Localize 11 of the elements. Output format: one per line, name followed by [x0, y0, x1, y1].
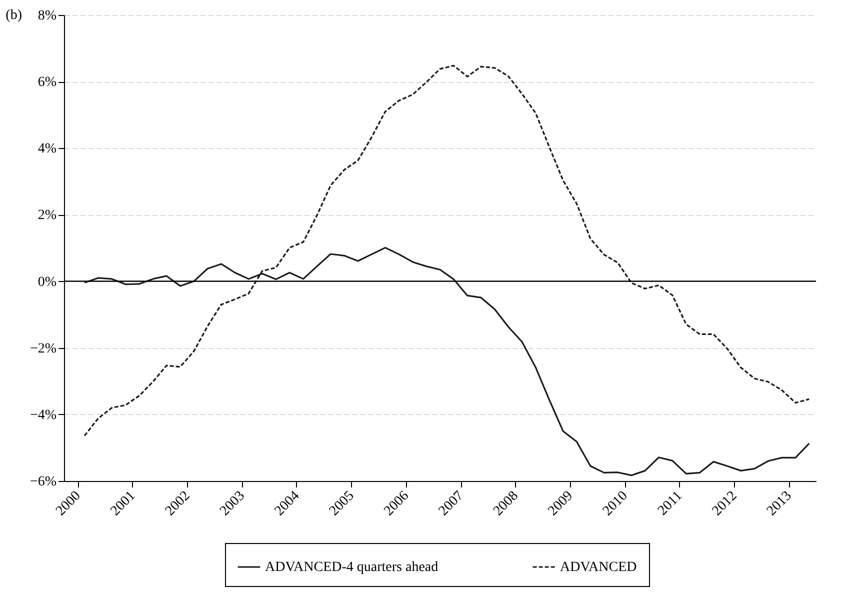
- y-tick-label: 2%: [38, 208, 57, 224]
- y-tick-label: −6%: [30, 474, 57, 490]
- y-tick-label: 0%: [38, 274, 57, 290]
- y-tick-label: 8%: [38, 8, 57, 24]
- y-tick-label: 6%: [38, 75, 57, 90]
- legend-label: ADVANCED-4 quarters ahead: [265, 560, 438, 575]
- y-tick-label: −2%: [30, 341, 57, 356]
- y-tick-label: 4%: [38, 142, 57, 157]
- legend-label: ADVANCED: [560, 560, 637, 575]
- y-tick-label: −4%: [30, 408, 57, 423]
- text: (b): [6, 8, 22, 23]
